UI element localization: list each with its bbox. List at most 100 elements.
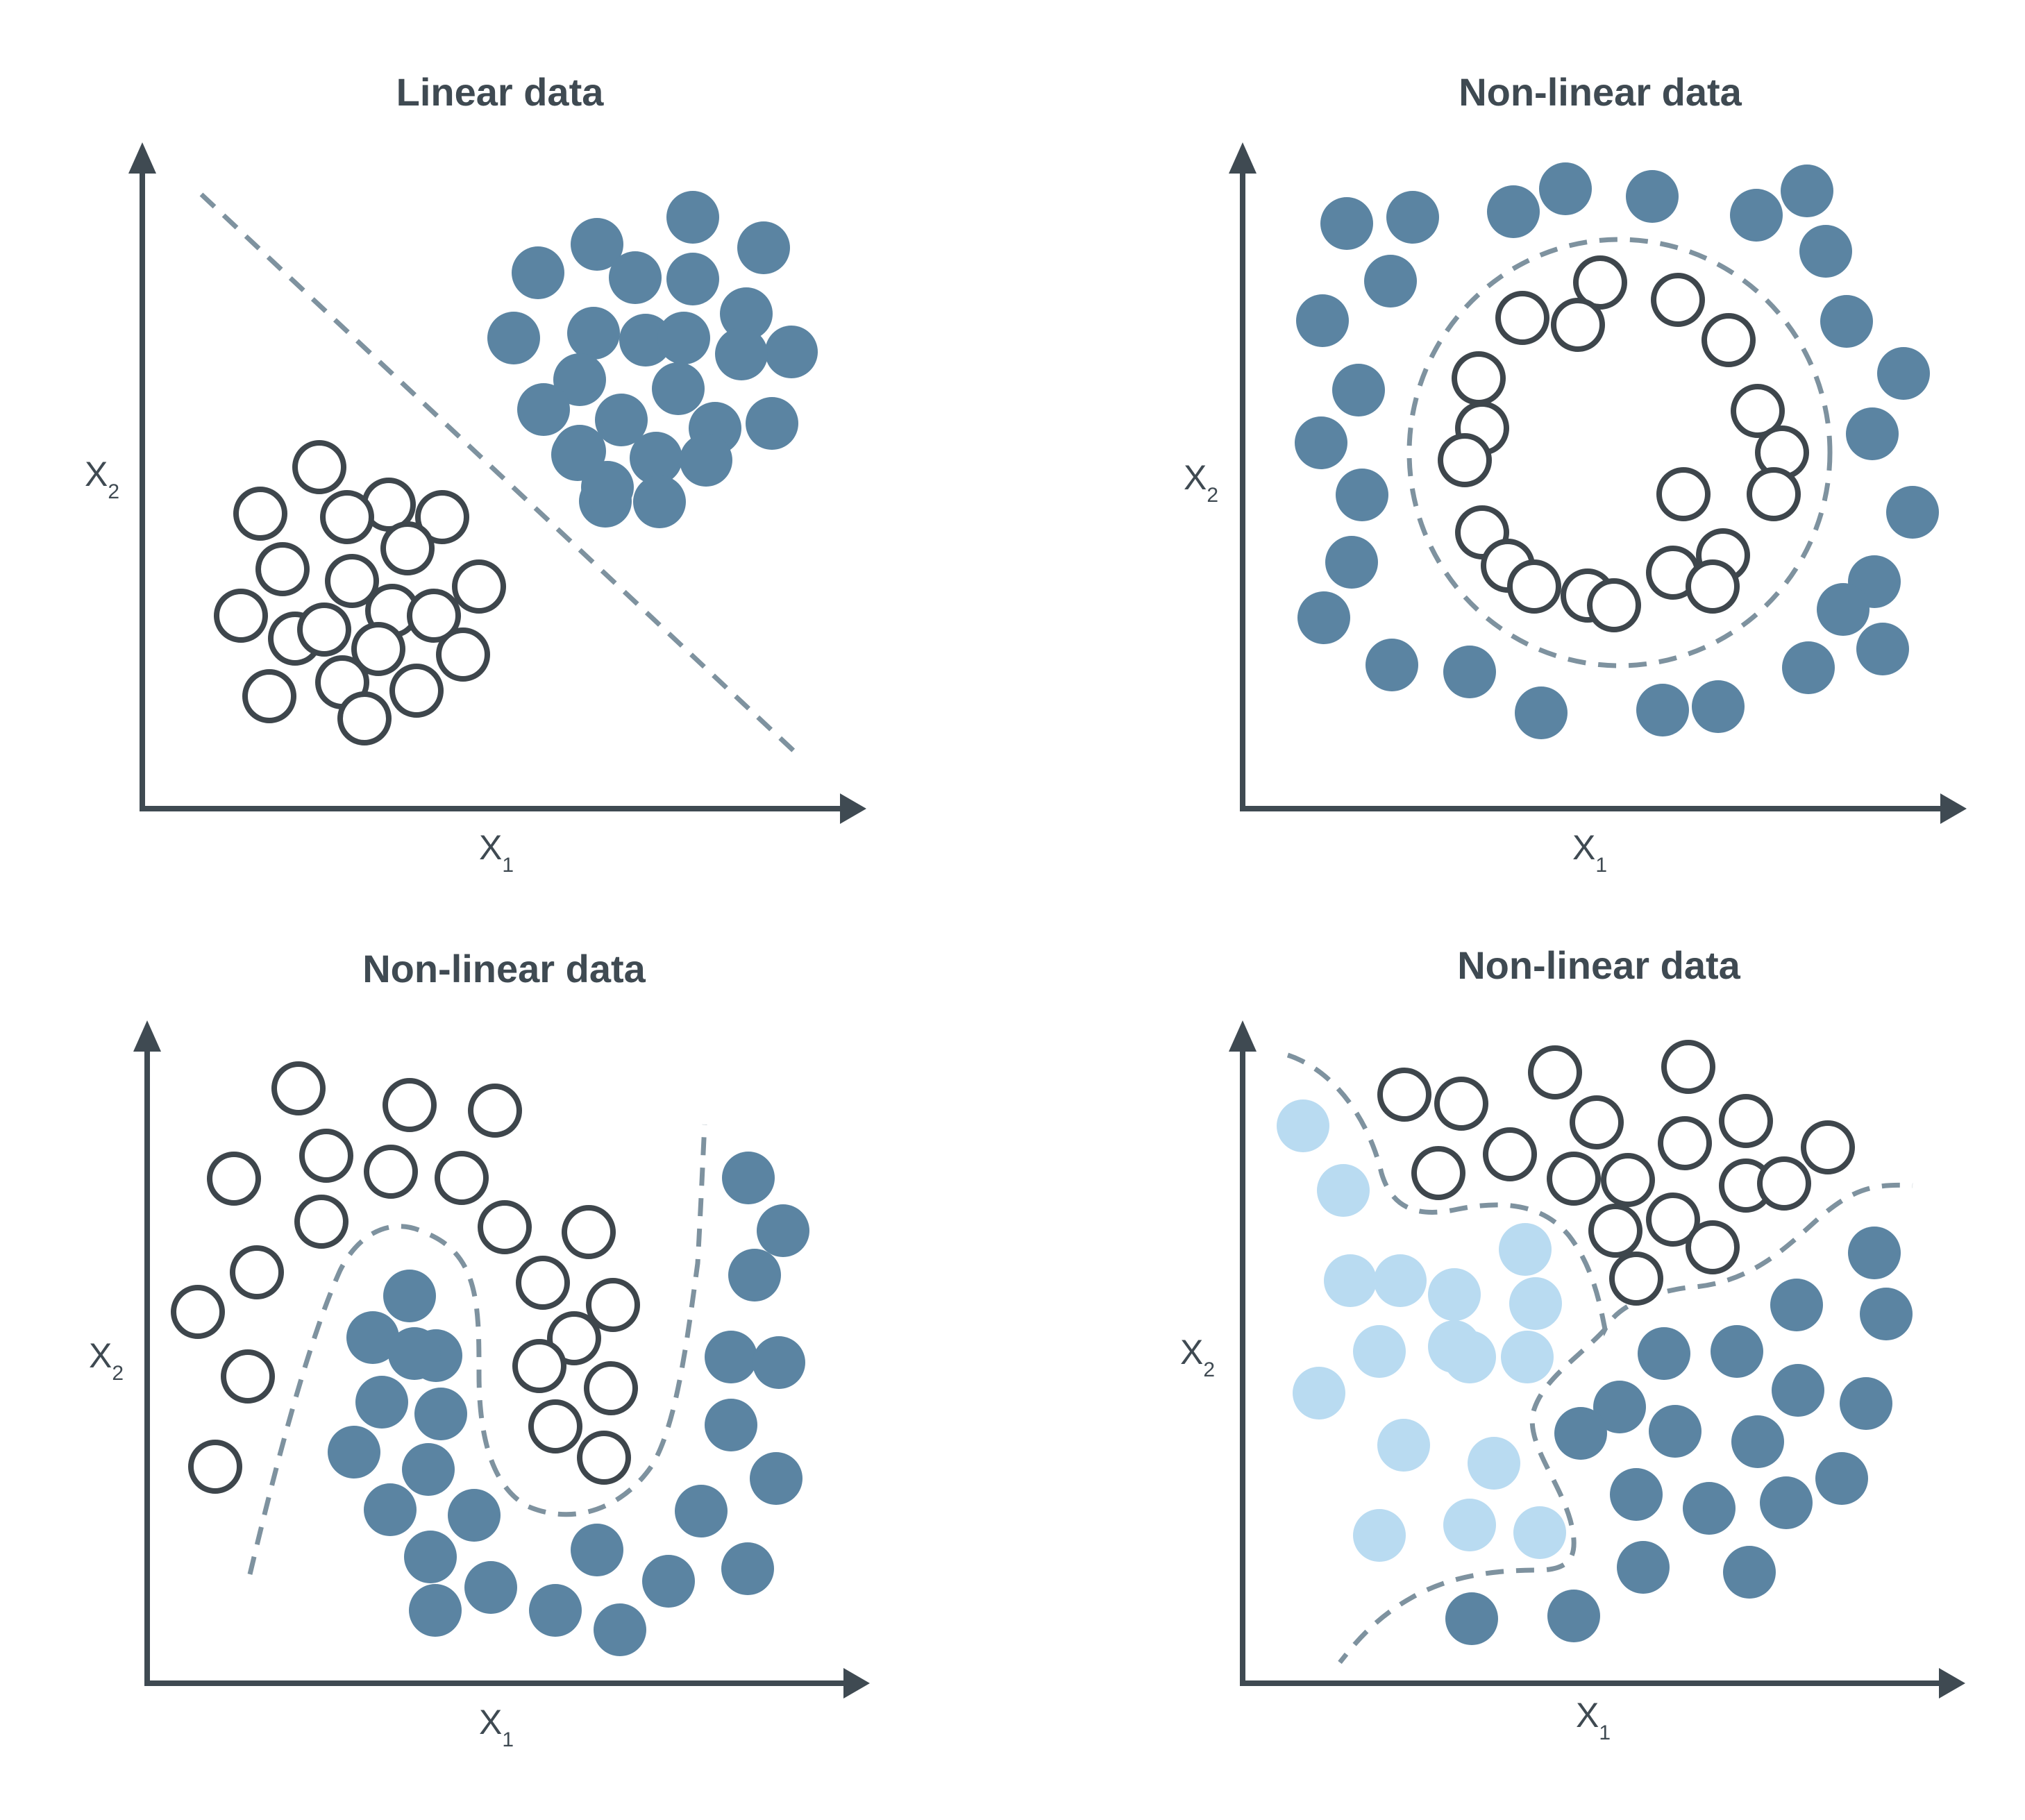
open-point — [1656, 467, 1711, 521]
panel-title: Linear data — [396, 70, 605, 114]
light-point — [1374, 1254, 1427, 1307]
open-point — [1701, 313, 1756, 367]
filled-point — [720, 287, 773, 340]
open-point — [435, 1151, 489, 1205]
data-points — [1277, 1040, 1913, 1645]
filled-point — [1683, 1482, 1736, 1535]
decision-boundary — [199, 192, 800, 757]
open-point — [1483, 1127, 1537, 1181]
filled-point — [1336, 469, 1388, 521]
y-axis-label: X2 — [85, 455, 119, 503]
panel-title: Non-linear data — [1457, 943, 1740, 987]
filled-point — [1772, 1364, 1824, 1417]
open-point — [1551, 298, 1605, 352]
open-point — [242, 669, 296, 723]
filled-point — [1817, 583, 1869, 636]
panel-linear: Linear data X1 X2 — [85, 70, 866, 877]
open-point — [1411, 1146, 1465, 1200]
open-point — [320, 490, 374, 544]
data-points — [214, 191, 818, 745]
filled-point — [1610, 1468, 1663, 1521]
light-point — [1501, 1331, 1554, 1383]
filled-point — [355, 1376, 408, 1429]
open-point — [1658, 1116, 1712, 1170]
light-point — [1277, 1099, 1329, 1152]
filled-point — [1443, 646, 1496, 698]
filled-point — [553, 353, 606, 406]
filled-point — [1799, 225, 1852, 278]
x-axis-arrow-icon — [1939, 1668, 1965, 1699]
filled-point — [1638, 1327, 1690, 1380]
decision-boundary — [247, 1124, 707, 1575]
open-point — [1570, 1095, 1624, 1149]
filled-point — [721, 1542, 774, 1595]
filled-point — [346, 1311, 399, 1364]
open-point — [364, 1145, 418, 1199]
open-point — [452, 559, 506, 614]
open-point — [1587, 578, 1641, 632]
filled-point — [715, 328, 768, 380]
filled-point — [1856, 623, 1909, 675]
panel-circular: Non-linear data X1 X2 — [1184, 70, 1967, 877]
open-point — [528, 1399, 582, 1454]
open-point — [516, 1256, 570, 1310]
open-point — [478, 1200, 532, 1254]
filled-point — [1877, 347, 1930, 400]
open-point — [1731, 384, 1785, 438]
open-point — [415, 490, 469, 544]
open-point — [584, 1361, 638, 1415]
filled-point — [1554, 1407, 1607, 1460]
data-points — [1295, 162, 1939, 739]
open-point — [1609, 1252, 1663, 1306]
filled-point — [1386, 191, 1439, 244]
filled-point — [1295, 416, 1347, 469]
filled-point — [567, 307, 620, 360]
open-point — [214, 589, 268, 643]
filled-point — [1593, 1381, 1646, 1433]
light-point — [1509, 1277, 1562, 1330]
filled-point — [1781, 165, 1833, 217]
open-point — [230, 1245, 284, 1299]
open-point — [1757, 1156, 1811, 1211]
open-point — [586, 1278, 640, 1332]
filled-point — [1539, 162, 1592, 215]
filled-point — [1320, 197, 1373, 250]
x-axis-arrow-icon — [1940, 793, 1967, 824]
y-axis-arrow-icon — [1229, 142, 1257, 174]
filled-point — [409, 1584, 462, 1637]
light-point — [1353, 1509, 1406, 1562]
panel-title: Non-linear data — [1459, 70, 1742, 114]
open-point — [1651, 273, 1705, 327]
filled-point — [705, 1399, 757, 1451]
open-point — [1573, 255, 1627, 310]
filled-point — [1730, 189, 1783, 242]
light-point — [1443, 1499, 1496, 1551]
x-axis-label: X1 — [1572, 828, 1607, 877]
open-point — [1495, 291, 1549, 345]
open-point — [171, 1285, 225, 1339]
open-point — [1601, 1153, 1655, 1207]
light-point — [1377, 1419, 1430, 1472]
decision-boundary — [1286, 1052, 1913, 1337]
open-point — [1801, 1120, 1855, 1174]
open-point — [207, 1152, 261, 1206]
open-point — [325, 554, 379, 608]
filled-point — [680, 434, 732, 487]
open-point — [299, 1129, 353, 1183]
filled-point — [1626, 170, 1679, 223]
y-axis-label: X2 — [1180, 1333, 1215, 1381]
filled-point — [1782, 641, 1835, 694]
filled-point — [571, 218, 623, 271]
filled-point — [1364, 255, 1417, 307]
filled-point — [1296, 294, 1349, 347]
open-point — [547, 1311, 601, 1365]
filled-point — [529, 1584, 582, 1637]
decision-boundary — [1338, 1327, 1607, 1665]
filled-point — [1617, 1541, 1670, 1594]
open-point — [383, 1078, 437, 1132]
open-point — [1646, 1193, 1700, 1247]
filled-point — [652, 362, 705, 415]
filled-point — [1332, 364, 1385, 416]
panel-title: Non-linear data — [362, 947, 646, 991]
